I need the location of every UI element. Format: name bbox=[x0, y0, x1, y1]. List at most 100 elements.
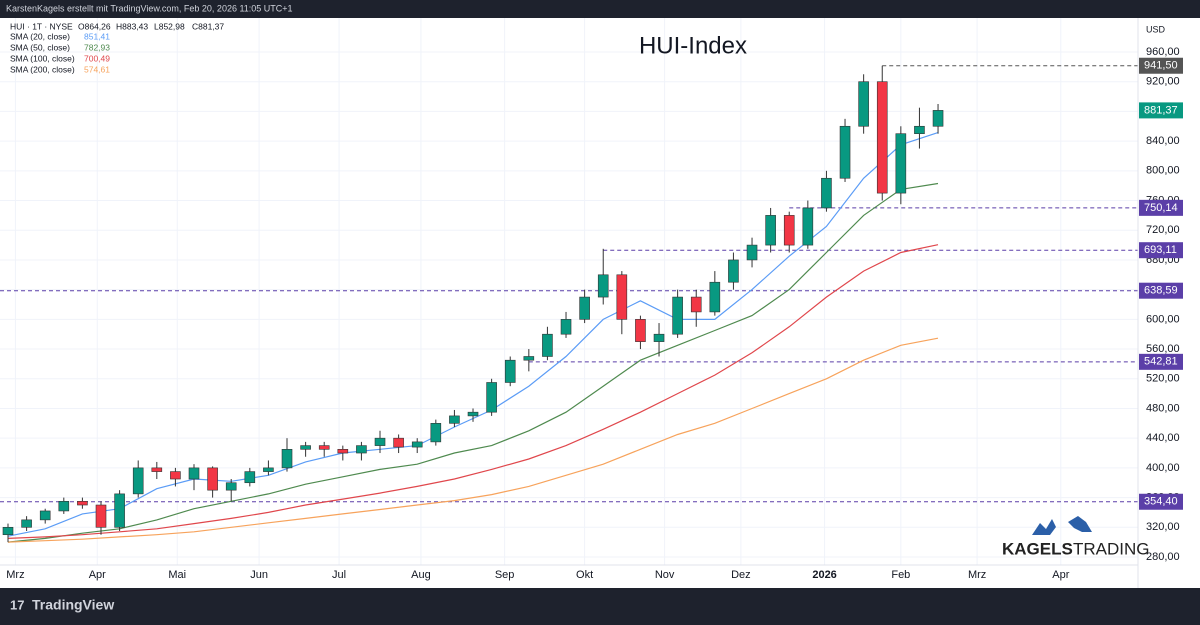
legend-name: SMA (200, close) bbox=[10, 64, 75, 74]
tv-mark: 17 bbox=[10, 597, 24, 612]
candle-body bbox=[802, 207, 814, 246]
x-tick-label: Mai bbox=[168, 569, 186, 581]
candle-body bbox=[263, 467, 274, 472]
sma-line bbox=[7, 182, 939, 543]
candle-body bbox=[579, 296, 590, 320]
price-label: 354,40 bbox=[1144, 496, 1178, 508]
ohlc-value: L852,98 bbox=[154, 21, 185, 31]
candle-body bbox=[2, 526, 14, 536]
candle-body bbox=[300, 445, 311, 450]
x-tick-label: Apr bbox=[1052, 569, 1069, 581]
plot-bg bbox=[0, 18, 1200, 588]
candle-body bbox=[653, 333, 665, 342]
candle-body bbox=[430, 423, 442, 443]
candle-body bbox=[523, 356, 535, 361]
bear-icon bbox=[1068, 516, 1092, 532]
candle-body bbox=[783, 215, 795, 246]
price-label-box bbox=[1139, 493, 1183, 510]
candle-body bbox=[95, 504, 107, 528]
candle-body bbox=[635, 319, 646, 342]
x-tick-label: Apr bbox=[89, 569, 106, 581]
ohlc-value: C881,37 bbox=[192, 21, 224, 31]
candle-body bbox=[21, 519, 32, 528]
candle-body bbox=[728, 259, 739, 283]
candle-body bbox=[690, 296, 702, 313]
y-tick-label: 280,00 bbox=[1146, 551, 1180, 563]
y-tick-label: 320,00 bbox=[1146, 521, 1180, 533]
price-label-box bbox=[1139, 199, 1183, 216]
candle-body bbox=[765, 215, 776, 246]
bull-icon bbox=[1032, 519, 1056, 535]
legend: HUI · 1T · NYSE SMA (20, close) 851,41 SMA… bbox=[10, 21, 224, 74]
candle-body bbox=[77, 501, 88, 506]
x-tick-label: Jun bbox=[250, 569, 268, 581]
candle-body bbox=[281, 449, 293, 469]
candle-body bbox=[374, 437, 386, 446]
candle-body bbox=[58, 501, 70, 512]
y-tick-label: 560,00 bbox=[1146, 343, 1180, 355]
price-label-box bbox=[1139, 242, 1183, 259]
price-label: 693,11 bbox=[1144, 244, 1177, 256]
candle-body bbox=[486, 382, 497, 413]
candle-body bbox=[858, 81, 869, 127]
y-tick-label: 960,00 bbox=[1146, 46, 1180, 58]
candle-body bbox=[542, 333, 553, 357]
candle-body bbox=[393, 437, 404, 448]
candle-body bbox=[895, 133, 907, 194]
candle-body bbox=[839, 125, 851, 179]
legend-name: SMA (50, close) bbox=[10, 42, 70, 52]
y-tick-label: 480,00 bbox=[1146, 402, 1180, 414]
y-tick-label: 400,00 bbox=[1146, 462, 1180, 474]
candle-body bbox=[597, 274, 609, 298]
x-tick-label: Okt bbox=[576, 569, 593, 581]
candle-body bbox=[411, 441, 423, 448]
candle-body bbox=[170, 471, 181, 480]
candle-body bbox=[672, 296, 683, 335]
brand: KAGELS bbox=[1002, 539, 1073, 558]
x-tick-label: Sep bbox=[495, 569, 515, 581]
y-tick-label: 440,00 bbox=[1146, 432, 1180, 444]
ohlc-value: H883,43 bbox=[116, 21, 148, 31]
candle-body bbox=[356, 445, 367, 454]
last-price-label: 881,37 bbox=[1144, 104, 1178, 116]
candle-body bbox=[616, 274, 628, 320]
brand-logo: KAGELS TRADING bbox=[1002, 516, 1150, 558]
legend-value: 851,41 bbox=[84, 31, 110, 41]
price-label: 941,50 bbox=[1144, 60, 1178, 72]
candle-body bbox=[225, 482, 237, 491]
price-label-box bbox=[1139, 57, 1183, 74]
candle-body bbox=[318, 445, 330, 450]
legend-value: 782,93 bbox=[84, 42, 110, 52]
x-tick-label: Nov bbox=[655, 569, 675, 581]
candle-body bbox=[188, 467, 200, 480]
candle-body bbox=[821, 177, 832, 209]
top-note: KarstenKagels erstellt mit TradingView.c… bbox=[6, 3, 293, 13]
candle-body bbox=[337, 449, 349, 454]
candle-body bbox=[746, 244, 758, 261]
x-tick-label: 2026 bbox=[812, 569, 836, 581]
price-label-box bbox=[1139, 353, 1183, 370]
x-tick-label: Mrz bbox=[968, 569, 986, 581]
candle-body bbox=[709, 281, 721, 313]
candle-body bbox=[504, 359, 516, 383]
candle-body bbox=[914, 125, 925, 134]
legend-name: SMA (20, close) bbox=[10, 31, 70, 41]
price-label: 638,59 bbox=[1144, 285, 1178, 297]
price-label: 750,14 bbox=[1144, 202, 1178, 214]
footer-brand: TradingView bbox=[32, 597, 114, 613]
footer-bar bbox=[0, 588, 1200, 625]
x-tick-label: Jul bbox=[332, 569, 346, 581]
y-tick-label: 840,00 bbox=[1146, 135, 1180, 147]
candle-body bbox=[560, 319, 572, 335]
x-tick-label: Mrz bbox=[6, 569, 24, 581]
legend-name: SMA (100, close) bbox=[10, 53, 75, 63]
candle-body bbox=[151, 467, 163, 472]
symbol: HUI · 1T · NYSE bbox=[10, 21, 73, 31]
y-tick-label: 520,00 bbox=[1146, 373, 1180, 385]
chart-title: HUI-Index bbox=[639, 32, 747, 59]
sma-line bbox=[7, 337, 939, 543]
y-tick-label: 600,00 bbox=[1146, 313, 1180, 325]
candle-body bbox=[207, 467, 218, 491]
x-tick-label: Dez bbox=[731, 569, 751, 581]
